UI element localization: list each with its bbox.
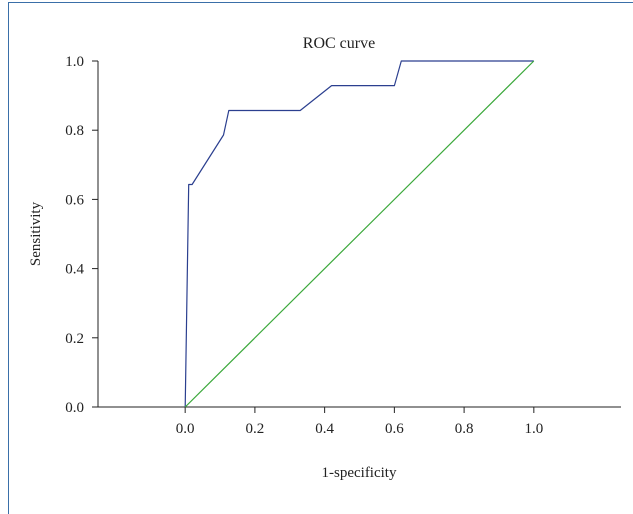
y-tick-label: 0.2 bbox=[65, 331, 84, 347]
x-tick-label: 0.0 bbox=[176, 421, 195, 437]
y-tick-label: 0.6 bbox=[65, 192, 84, 208]
axes: 0.0 0.2 0.4 0.6 0.8 1.0 0.0 0.2 0.4 0.6 0.8 1.0 bbox=[65, 54, 621, 437]
x-tick-label: 1.0 bbox=[524, 421, 543, 437]
y-tick-label: 1.0 bbox=[65, 54, 84, 70]
y-tick-label: 0.4 bbox=[65, 262, 84, 278]
y-tick-label: 0.0 bbox=[65, 400, 84, 416]
frame-left-border bbox=[8, 2, 9, 514]
x-tick-label: 0.8 bbox=[455, 421, 474, 437]
y-axis-label: Sensitivity bbox=[28, 201, 44, 266]
x-tick-label: 0.4 bbox=[315, 421, 334, 437]
roc-curve-line bbox=[184, 60, 534, 408]
x-axis-label: 1-specificity bbox=[322, 465, 397, 481]
chart-title: ROC curve bbox=[303, 35, 375, 52]
reference-diagonal-line bbox=[184, 60, 535, 408]
y-tick-label: 0.8 bbox=[65, 123, 84, 139]
series-group bbox=[184, 60, 535, 408]
x-tick-label: 0.6 bbox=[385, 421, 404, 437]
frame-top-border bbox=[8, 2, 633, 3]
x-tick-label: 0.2 bbox=[246, 421, 265, 437]
